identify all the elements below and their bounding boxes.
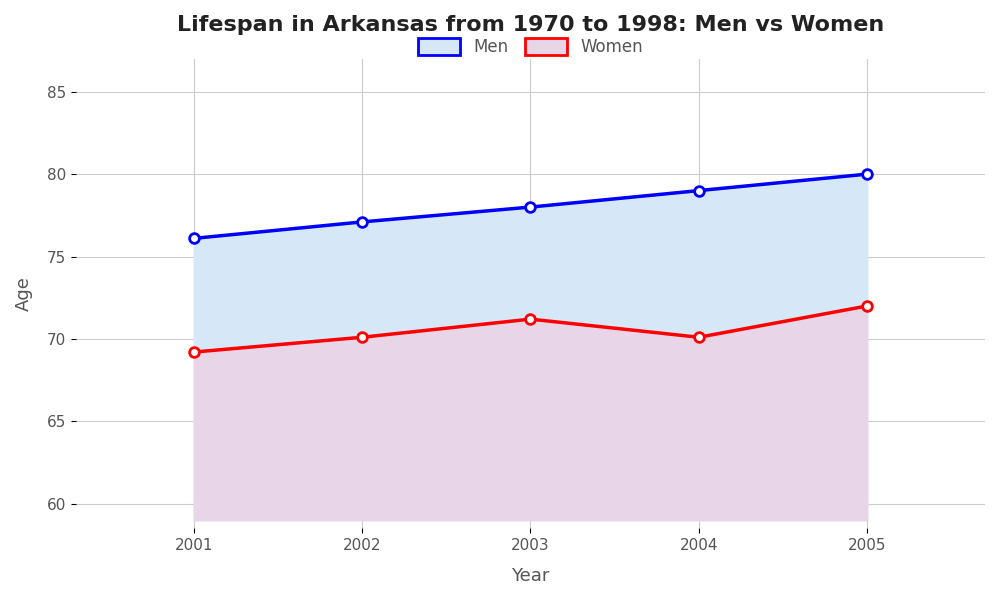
Legend: Men, Women: Men, Women — [410, 29, 651, 64]
X-axis label: Year: Year — [511, 567, 550, 585]
Y-axis label: Age: Age — [15, 276, 33, 311]
Title: Lifespan in Arkansas from 1970 to 1998: Men vs Women: Lifespan in Arkansas from 1970 to 1998: … — [177, 15, 884, 35]
